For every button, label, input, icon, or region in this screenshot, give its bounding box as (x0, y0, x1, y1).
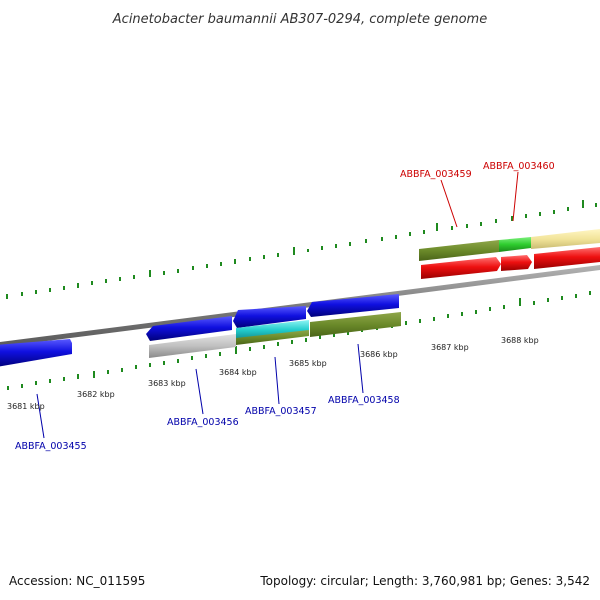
gene-block-abbfa-003460[interactable] (501, 255, 532, 271)
gene-block-abbfa-003459[interactable] (421, 257, 501, 279)
accession-text: Accession: NC_011595 (9, 574, 146, 588)
tick-label: 3685 kbp (289, 359, 327, 368)
gene-label-abbfa-003455[interactable]: ABBFA_003455 (15, 441, 87, 452)
feature-green-003460 (499, 237, 531, 252)
tick-label: 3687 kbp (431, 343, 469, 352)
gene-label-abbfa-003457[interactable]: ABBFA_003457 (245, 406, 317, 417)
map-title: Acinetobacter baumannii AB307-0294, comp… (112, 12, 487, 27)
feature-olive-003459 (419, 240, 499, 261)
gene-block-right (534, 247, 600, 269)
gene-block-abbfa-003457[interactable] (233, 306, 306, 328)
feature-beige-right (531, 229, 600, 249)
gene-block-abbfa-003458[interactable] (307, 294, 399, 317)
tick-label: 3686 kbp (360, 350, 398, 359)
gene-label-abbfa-003456[interactable]: ABBFA_003456 (167, 417, 239, 428)
gene-label-abbfa-003460[interactable]: ABBFA_003460 (483, 161, 555, 172)
gene-label-abbfa-003458[interactable]: ABBFA_003458 (328, 395, 400, 406)
label-leaders (36, 171, 519, 439)
tick-label: 3688 kbp (501, 336, 539, 345)
tick-label: 3683 kbp (148, 379, 186, 388)
outer-tick-ring (6, 200, 597, 299)
gene-block-abbfa-003455[interactable] (0, 339, 72, 367)
tick-label: 3684 kbp (219, 368, 257, 377)
feature-cyan-003457 (236, 320, 309, 340)
tick-label: 3681 kbp (7, 402, 45, 411)
gene-label-abbfa-003459[interactable]: ABBFA_003459 (400, 169, 472, 180)
feature-olive-003457 (236, 330, 309, 345)
feature-olive-003458 (310, 312, 401, 337)
genome-summary-text: Topology: circular; Length: 3,760,981 bp… (260, 574, 590, 588)
tick-label: 3682 kbp (77, 390, 115, 399)
feature-gray-003456 (149, 334, 236, 358)
genome-backbone (0, 265, 600, 347)
gene-block-abbfa-003456[interactable] (146, 316, 232, 341)
